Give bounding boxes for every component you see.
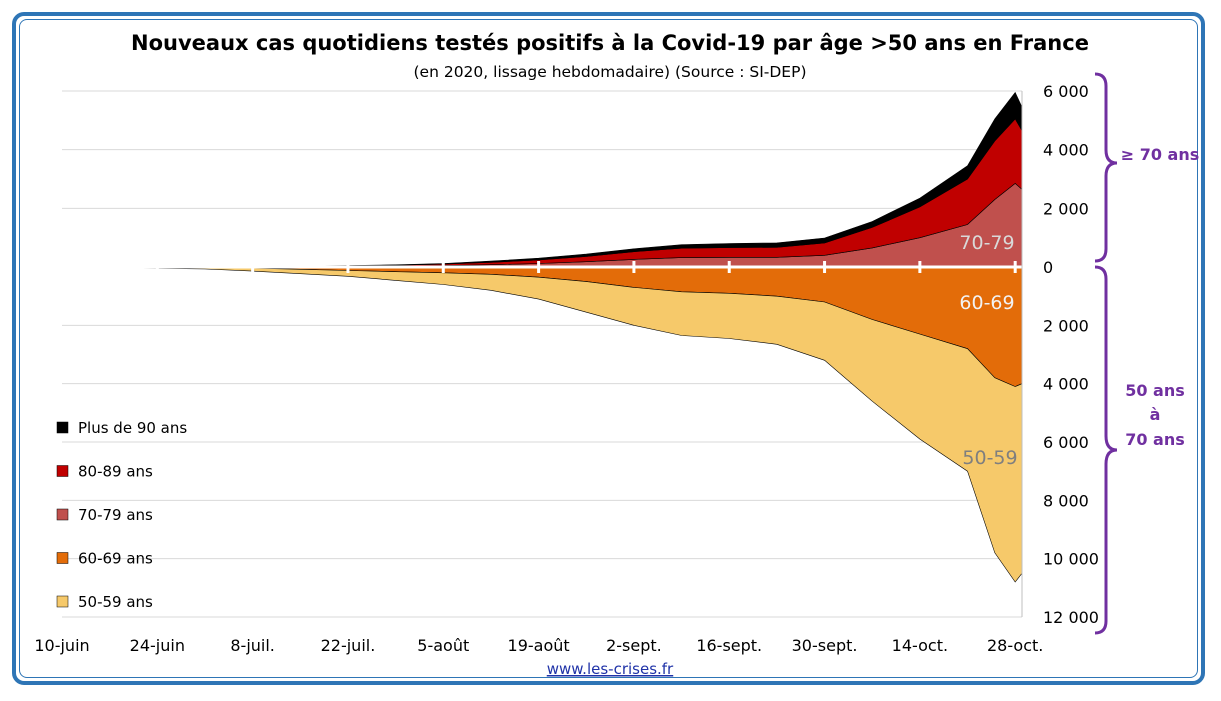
inner-frame — [19, 19, 1198, 678]
legend-label: Plus de 90 ans — [78, 419, 187, 437]
x-tick-label: 10-juin — [34, 636, 89, 655]
chart-subtitle: (en 2020, lissage hebdomadaire) (Source … — [414, 63, 807, 81]
x-tick-label: 8-juil. — [230, 636, 275, 655]
legend-swatch — [56, 465, 69, 477]
legend-swatch — [56, 421, 69, 434]
legend-label: 60-69 ans — [78, 550, 153, 568]
x-tick-label: 2-sept. — [606, 636, 662, 655]
legend-label: 50-59 ans — [78, 593, 153, 611]
x-tick-label: 24-juin — [130, 636, 185, 655]
x-tick-label: 16-sept. — [696, 636, 762, 655]
legend-swatch — [56, 508, 69, 521]
y-tick-label: 0 — [1043, 258, 1053, 277]
y-tick-label: 4 000 — [1043, 141, 1089, 160]
legend-label: 80-89 ans — [78, 463, 153, 481]
stacked-areas — [61, 91, 1023, 583]
brace-bottom-line-1: 50 ans — [1125, 381, 1185, 400]
y-tick-label: 6 000 — [1043, 433, 1089, 452]
legend-label: 70-79 ans — [78, 506, 153, 524]
x-tick-label: 28-oct. — [987, 636, 1043, 655]
chart-title: Nouveaux cas quotidiens testés positifs … — [131, 31, 1089, 55]
source-link[interactable]: www.les-crises.fr — [547, 660, 674, 678]
brace-bottom-line-2: à — [1150, 405, 1161, 424]
brace-top — [1094, 72, 1118, 263]
brace-bottom — [1094, 265, 1118, 635]
legend-swatch — [56, 595, 69, 608]
label-50-59: 50-59 — [962, 447, 1017, 469]
x-tick-label: 5-août — [417, 636, 469, 655]
y-tick-label: 6 000 — [1043, 82, 1089, 101]
x-tick-label: 22-juil. — [321, 636, 376, 655]
x-tick-label: 19-août — [508, 636, 570, 655]
y-tick-label: 10 000 — [1043, 550, 1099, 569]
label-60-69: 60-69 — [959, 292, 1014, 314]
y-axis-ticks: 6 000 4 000 2 000 0 2 000 4 000 6 000 8 000 10 0… — [1043, 82, 1099, 627]
x-tick-label: 14-oct. — [892, 636, 948, 655]
brace-top-label: ≥ 70 ans — [1121, 145, 1200, 164]
legend-swatch — [56, 552, 69, 564]
y-tick-label: 4 000 — [1043, 375, 1089, 394]
gridlines — [62, 90, 1022, 618]
legend: Plus de 90 ans 80-89 ans 70-79 ans 60-69 an… — [56, 419, 187, 611]
label-70-79: 70-79 — [959, 232, 1014, 254]
y-tick-label: 8 000 — [1043, 491, 1089, 510]
area-80-89-ans — [61, 118, 1023, 268]
outer-frame — [12, 12, 1205, 685]
brace-bottom-line-3: 70 ans — [1125, 430, 1185, 449]
x-axis-ticks: 10-juin 24-juin 8-juil. 22-juil. 5-août 19-ao… — [34, 636, 1043, 655]
zero-axis — [60, 91, 1023, 617]
y-tick-label: 2 000 — [1043, 316, 1089, 335]
y-tick-label: 12 000 — [1043, 608, 1099, 627]
x-tick-label: 30-sept. — [792, 636, 858, 655]
y-tick-label: 2 000 — [1043, 199, 1089, 218]
